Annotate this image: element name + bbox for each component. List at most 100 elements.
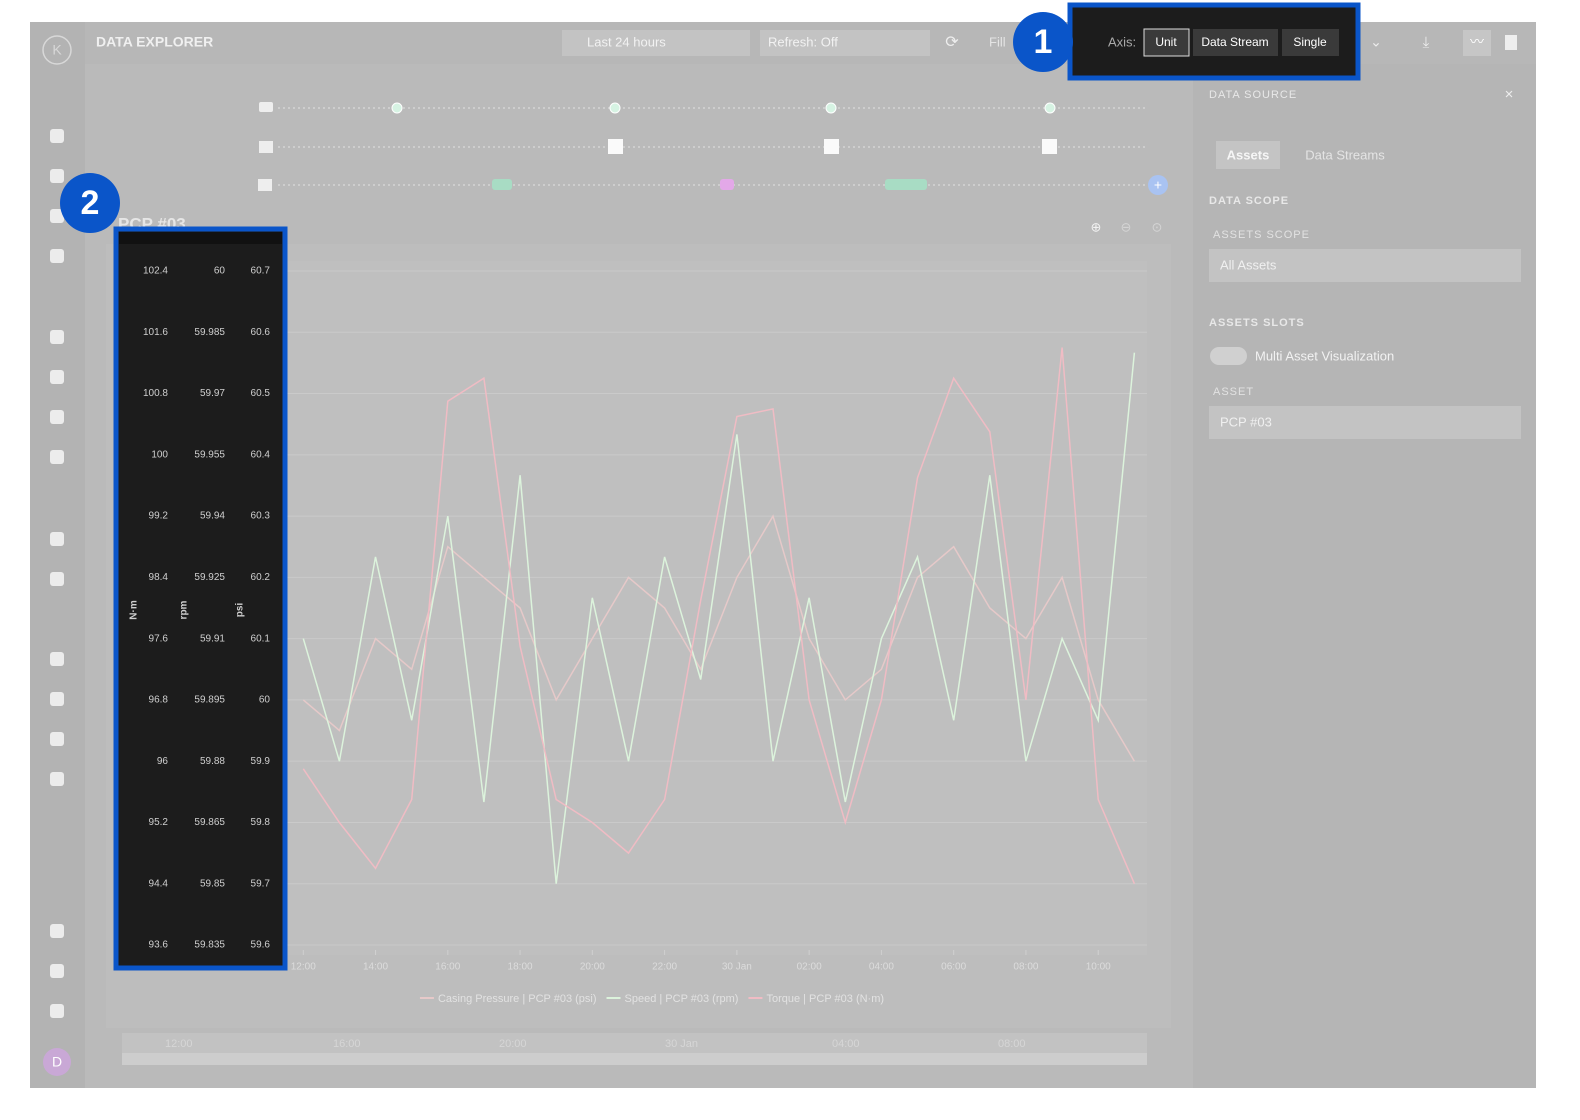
- comment-marker[interactable]: [825, 102, 837, 114]
- refresh-select[interactable]: [760, 30, 930, 56]
- tab[interactable]: Data Streams: [1305, 147, 1385, 162]
- asset-select[interactable]: [1209, 406, 1521, 439]
- add-tag-icon: +: [1154, 177, 1162, 193]
- y-tick-label: 60.3: [251, 511, 271, 522]
- refresh-text: Refresh: Off: [768, 34, 838, 49]
- sidebar-icon[interactable]: [50, 692, 64, 706]
- fill-text: Fill: [989, 34, 1006, 49]
- y-tick-label: 59.88: [200, 756, 225, 767]
- axis-option: Single: [1293, 35, 1327, 49]
- settings-marker[interactable]: [1042, 139, 1057, 154]
- sidebar-icon[interactable]: [50, 772, 64, 786]
- section-title[interactable]: DATA SCOPE: [1209, 195, 1289, 207]
- zoom-in-icon[interactable]: ⊕: [1091, 219, 1102, 234]
- x-tick-label: 04:00: [869, 962, 894, 973]
- y-tick-label: 100: [151, 449, 168, 460]
- comment-marker[interactable]: [391, 102, 403, 114]
- panel-close[interactable]: ×: [1505, 86, 1514, 103]
- add-tag-button[interactable]: [1148, 175, 1168, 195]
- x-tick-label: 20:00: [580, 962, 605, 973]
- zoom-out-icon[interactable]: ⊖: [1121, 219, 1132, 234]
- sidebar-icon[interactable]: [50, 732, 64, 746]
- tag-marker[interactable]: [492, 179, 512, 190]
- x-tick-label: 12:00: [291, 962, 316, 973]
- field-label: ASSETS SCOPE: [1213, 229, 1310, 241]
- expand-icon[interactable]: ⌄: [1370, 34, 1382, 50]
- sidebar-icon[interactable]: [50, 1004, 64, 1018]
- report-icon[interactable]: [1505, 35, 1517, 50]
- y-tick-label: 59.97: [200, 388, 225, 399]
- zoom-reset-icon[interactable]: ⊙: [1152, 219, 1163, 234]
- y-tick-label: 59.94: [200, 511, 225, 522]
- page-title: DATA EXPLORER: [96, 34, 213, 50]
- sidebar-icon[interactable]: [50, 129, 64, 143]
- y-tick-label: 94.4: [149, 878, 169, 889]
- avatar[interactable]: [43, 1048, 71, 1076]
- y-tick-label: 97.6: [149, 633, 169, 644]
- tag-marker[interactable]: [885, 179, 927, 190]
- navigator-scrollbar[interactable]: [122, 1053, 1147, 1065]
- chart-mode-icon: 〰: [1470, 34, 1484, 50]
- y-tick-label: 60.1: [251, 633, 271, 644]
- assets-scope-select[interactable]: [1209, 249, 1521, 282]
- axis-option-button[interactable]: [1193, 29, 1278, 56]
- sidebar-icon[interactable]: [50, 652, 64, 666]
- tag-marker[interactable]: [720, 179, 734, 190]
- settings-marker[interactable]: [608, 139, 623, 154]
- axis-unit-label: N·m: [129, 600, 140, 620]
- chart-mode-button[interactable]: [1463, 30, 1491, 56]
- toggle-label: Multi Asset Visualization: [1255, 348, 1394, 363]
- y-tick-label: 59.6: [251, 940, 271, 951]
- axis-unit-label: psi: [235, 603, 246, 618]
- tab-active[interactable]: [1216, 141, 1280, 169]
- navigator-label: 12:00: [165, 1038, 193, 1050]
- logo[interactable]: [42, 35, 72, 65]
- sidebar-icon[interactable]: [50, 209, 64, 223]
- y-tick-label: 59.91: [200, 633, 225, 644]
- y-tick-label: 96.8: [149, 695, 169, 706]
- callout-number: 2: [81, 184, 100, 222]
- section-title[interactable]: ASSETS SLOTS: [1209, 317, 1305, 329]
- sidebar-icon[interactable]: [50, 532, 64, 546]
- x-tick-label: 08:00: [1013, 962, 1038, 973]
- y-tick-label: 59.865: [194, 817, 225, 828]
- y-tick-label: 95.2: [149, 817, 169, 828]
- sidebar-icon[interactable]: [50, 572, 64, 586]
- settings-marker[interactable]: [824, 139, 839, 154]
- y-tick-label: 59.9: [251, 756, 271, 767]
- panel-title: DATA SOURCE: [1209, 89, 1297, 101]
- y-tick-label: 60.2: [251, 572, 271, 583]
- y-tick-label: 96: [157, 756, 169, 767]
- y-tick-label: 60.4: [251, 449, 271, 460]
- plot-area: [287, 261, 1147, 955]
- axis-option-selected[interactable]: [1143, 28, 1190, 57]
- legend-label[interactable]: Casing Pressure | PCP #03 (psi): [438, 993, 597, 1005]
- download-icon[interactable]: ⤓: [1423, 34, 1430, 51]
- comment-marker[interactable]: [609, 102, 621, 114]
- x-tick-label: 18:00: [508, 962, 533, 973]
- y-tick-label: 60: [259, 695, 271, 706]
- series-line: [302, 352, 1136, 884]
- sidebar-icon[interactable]: [50, 370, 64, 384]
- sidebar-icon[interactable]: [50, 410, 64, 424]
- legend-label[interactable]: Speed | PCP #03 (rpm): [625, 993, 739, 1005]
- tab: Assets: [1227, 147, 1270, 162]
- legend-label[interactable]: Torque | PCP #03 (N·m): [766, 993, 884, 1005]
- y-tick-label: 99.2: [149, 511, 169, 522]
- sidebar-icon[interactable]: [50, 964, 64, 978]
- time-range-select[interactable]: [562, 30, 750, 56]
- toggle[interactable]: [1210, 347, 1247, 365]
- sidebar-icon[interactable]: [50, 924, 64, 938]
- comment-marker[interactable]: [1044, 102, 1056, 114]
- sidebar-icon[interactable]: [50, 450, 64, 464]
- navigator-label: 16:00: [333, 1038, 361, 1050]
- axis-option-button[interactable]: [1282, 29, 1339, 56]
- sidebar-icon[interactable]: [50, 249, 64, 263]
- navigator-label: 30 Jan: [665, 1038, 698, 1050]
- select-value: PCP #03: [1220, 414, 1272, 429]
- y-tick-label: 59.925: [194, 572, 225, 583]
- navigator[interactable]: [122, 1033, 1147, 1053]
- sidebar-icon[interactable]: [50, 169, 64, 183]
- sidebar-icon[interactable]: [50, 330, 64, 344]
- refresh-icon[interactable]: ⟳: [945, 34, 959, 51]
